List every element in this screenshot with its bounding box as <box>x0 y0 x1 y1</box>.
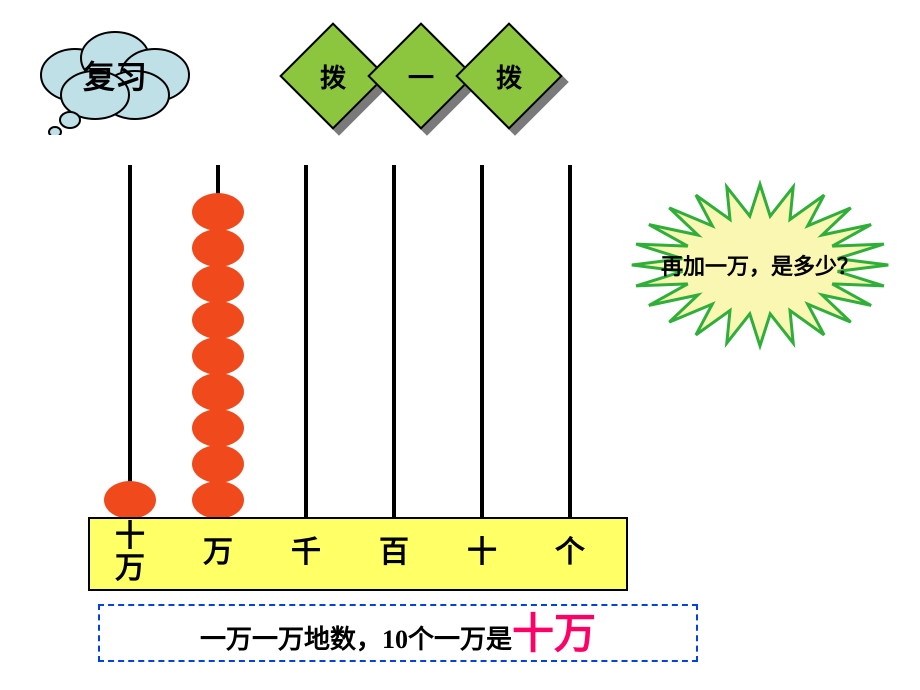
diamond-label: 拨 <box>471 38 547 114</box>
place-value-labels: 十万 万 千 百 十 个 <box>88 517 628 591</box>
title-diamond: 一 <box>383 38 459 114</box>
place-label: 千 <box>291 537 321 569</box>
abacus-bead <box>192 409 244 447</box>
diamond-label: 一 <box>383 38 459 114</box>
slide-stage: 复习 拨一拨 十万 万 千 百 十 个 再加一万，是多少？ 一万一万地数，10个一万是 十… <box>0 0 920 690</box>
abacus-rod <box>392 165 396 517</box>
title-diamond: 拨 <box>295 38 371 114</box>
abacus-bead <box>192 373 244 411</box>
review-cloud-label: 复习 <box>25 52 205 98</box>
abacus-bead <box>192 445 244 483</box>
place-label: 万 <box>203 537 233 569</box>
abacus-rod <box>304 165 308 517</box>
question-text: 再加一万，是多少？ <box>615 175 905 355</box>
place-label: 十万 <box>113 521 147 584</box>
title-diamond: 拨 <box>471 38 547 114</box>
abacus-rod <box>128 165 132 517</box>
abacus-bead <box>192 481 244 519</box>
bottom-caption: 一万一万地数，10个一万是 十万 <box>98 604 698 662</box>
place-label: 个 <box>555 537 585 569</box>
abacus-bead <box>192 337 244 375</box>
abacus-rod <box>568 165 572 517</box>
question-starburst: 再加一万，是多少？ <box>615 175 905 355</box>
abacus-bead <box>192 265 244 303</box>
abacus-bead <box>192 301 244 339</box>
abacus-bead <box>192 229 244 267</box>
abacus-bead <box>192 193 244 231</box>
review-cloud: 复习 <box>25 20 205 135</box>
caption-prefix: 一万一万地数，10个一万是 <box>200 619 512 656</box>
place-label: 百 <box>379 537 409 569</box>
abacus-bead <box>104 481 156 519</box>
abacus-rod <box>480 165 484 517</box>
caption-highlight: 十万 <box>512 614 596 656</box>
place-label: 十 <box>467 537 497 569</box>
diamond-label: 拨 <box>295 38 371 114</box>
